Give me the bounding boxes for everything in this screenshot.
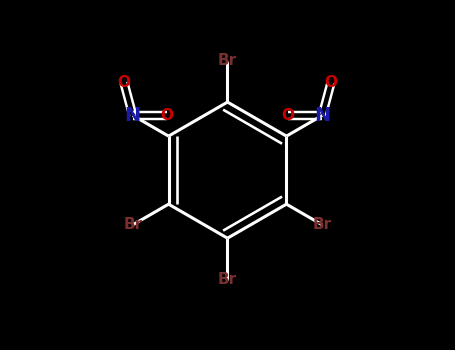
Text: Br: Br [313, 217, 332, 232]
Text: N: N [125, 106, 141, 125]
Text: Br: Br [123, 217, 142, 232]
Text: Br: Br [218, 272, 237, 287]
Text: Br: Br [218, 53, 237, 68]
Text: O: O [282, 108, 295, 123]
Text: O: O [324, 75, 338, 90]
Text: N: N [314, 106, 330, 125]
Text: O: O [117, 75, 131, 90]
Text: O: O [160, 108, 173, 123]
